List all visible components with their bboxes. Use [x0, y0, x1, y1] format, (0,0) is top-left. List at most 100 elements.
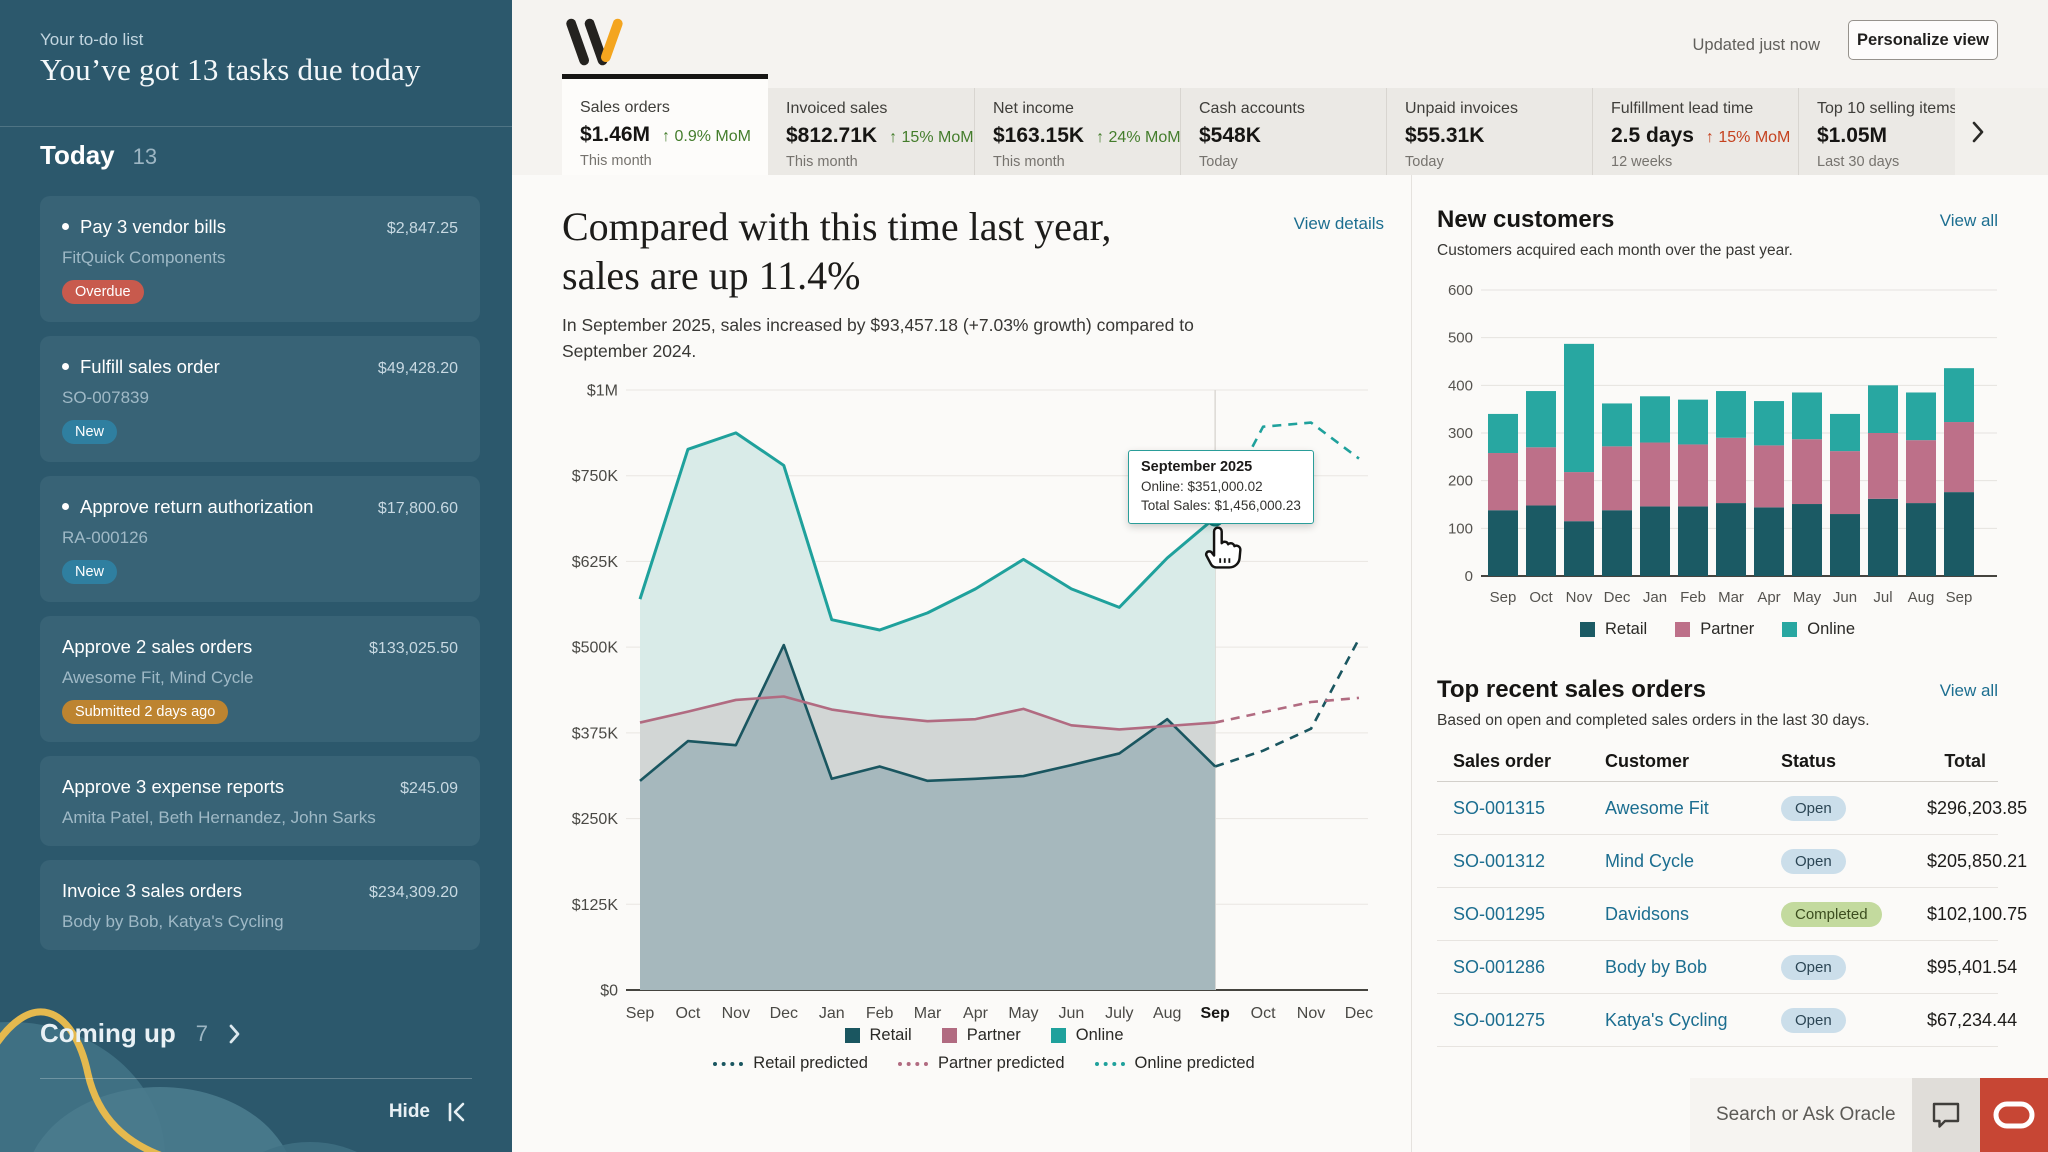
task-title: Approve 2 sales orders	[62, 636, 253, 657]
order-id-link[interactable]: SO-001295	[1453, 903, 1546, 924]
svg-text:Jun: Jun	[1058, 1005, 1084, 1022]
kpi-label: Cash accounts	[1199, 100, 1305, 117]
table-row-so-001295[interactable]: SO-001295 Davidsons Completed $102,100.75	[1437, 888, 2027, 941]
status-pill: Open	[1781, 954, 1846, 980]
oracle-logo-button[interactable]	[1980, 1078, 2048, 1152]
oracle-search-bar: Search or Ask Oracle	[1690, 1078, 2048, 1152]
order-total: $205,850.21	[1927, 850, 2028, 871]
orders-table-header: Sales order Customer Status Total	[1437, 742, 1998, 782]
kpi-tile-sales-orders[interactable]: Sales orders $1.46M ↑ 0.9% MoM This month	[562, 74, 768, 175]
svg-text:Nov: Nov	[1297, 1005, 1325, 1022]
kpi-value: $1.05M	[1817, 124, 1888, 147]
svg-text:Jun: Jun	[1833, 589, 1857, 606]
hide-panel-button[interactable]: Hide	[389, 1100, 468, 1124]
chat-button[interactable]	[1912, 1078, 1980, 1152]
order-total: $102,100.75	[1927, 903, 2028, 924]
kpi-tile-net-income[interactable]: Net income $163.15K ↑ 24% MoM This month	[974, 88, 1180, 175]
customer-link[interactable]: Awesome Fit	[1605, 797, 1709, 818]
legend-label: Retail	[869, 1026, 912, 1044]
svg-text:Apr: Apr	[963, 1005, 989, 1022]
svg-text:$250K: $250K	[572, 811, 619, 828]
column-sales-order: Sales order	[1453, 751, 1552, 771]
new-customers-subtitle: Customers acquired each month over the p…	[1437, 242, 1793, 259]
task-title-row: Approve 3 expense reports $245.09	[62, 776, 458, 798]
legend-item-retail-predicted: Retail predicted	[713, 1054, 868, 1073]
kpi-delta: ↑ 15% MoM	[1705, 129, 1791, 146]
task-card-approve-2-sales-orders[interactable]: Approve 2 sales orders $133,025.50 Awesome…	[40, 616, 480, 742]
oracle-logo-icon	[1993, 1101, 2035, 1129]
search-input[interactable]: Search or Ask Oracle	[1690, 1078, 1912, 1152]
task-amount: $245.09	[400, 780, 458, 797]
todo-headline: You’ve got 13 tasks due today	[40, 52, 421, 87]
customer-link[interactable]: Katya's Cycling	[1605, 1009, 1728, 1030]
kpi-strip: Sales orders $1.46M ↑ 0.9% MoM This month In…	[562, 74, 1955, 175]
kpi-delta: ↑ 0.9% MoM	[662, 128, 751, 145]
kpi-scroll-right-button[interactable]	[1955, 88, 2048, 175]
legend-label: Partner	[1700, 620, 1755, 638]
new-customers-view-all-link[interactable]: View all	[1939, 211, 1998, 230]
table-row-so-001315[interactable]: SO-001315 Awesome Fit Open $296,203.85	[1437, 782, 2027, 835]
task-card-invoice-3-sales-orders[interactable]: Invoice 3 sales orders $234,309.20 Body by…	[40, 860, 480, 950]
recent-orders-view-all-link[interactable]: View all	[1939, 681, 1998, 700]
svg-text:Mar: Mar	[914, 1005, 942, 1022]
order-id-link[interactable]: SO-001286	[1453, 956, 1546, 977]
task-card-approve-3-expense-reports[interactable]: Approve 3 expense reports $245.09 Amita Pa…	[40, 756, 480, 846]
task-subtitle: Amita Patel, Beth Hernandez, John Sarks	[62, 808, 376, 827]
customer-link[interactable]: Davidsons	[1605, 903, 1690, 924]
customer-link[interactable]: Body by Bob	[1605, 956, 1708, 977]
legend-label: Partner predicted	[937, 1054, 1065, 1072]
svg-text:400: 400	[1448, 377, 1473, 394]
tooltip-online-value: Online: $351,000.02	[1141, 479, 1263, 494]
kpi-value: $1.46M	[580, 123, 651, 146]
personalize-view-button[interactable]: Personalize view	[1848, 20, 1998, 60]
order-id-link[interactable]: SO-001315	[1453, 797, 1546, 818]
table-row-so-001286[interactable]: SO-001286 Body by Bob Open $95,401.54	[1437, 941, 2017, 994]
view-details-link[interactable]: View details	[1293, 214, 1384, 233]
task-subtitle: FitQuick Components	[62, 248, 226, 267]
status-pill: Completed	[1781, 901, 1882, 927]
kpi-value-row: $163.15K ↑ 24% MoM	[993, 124, 1180, 148]
svg-text:Sep: Sep	[626, 1005, 655, 1022]
kpi-tile-cash-accounts[interactable]: Cash accounts $548K Today	[1180, 88, 1386, 175]
kpi-tile-top-10-selling-items[interactable]: Top 10 selling items $1.05M Last 30 days	[1798, 88, 1955, 175]
kpi-tile-unpaid-invoices[interactable]: Unpaid invoices $55.31K Today	[1386, 88, 1592, 175]
task-subtitle: SO-007839	[62, 388, 149, 407]
chart-tooltip: September 2025 Online: $351,000.02 Total…	[1128, 450, 1314, 524]
table-row-so-001312[interactable]: SO-001312 Mind Cycle Open $205,850.21	[1437, 835, 2027, 888]
task-subtitle: RA-000126	[62, 528, 149, 547]
coming-up-section[interactable]: Coming up 7	[40, 1018, 241, 1049]
svg-text:Jul: Jul	[1873, 589, 1892, 606]
order-total: $95,401.54	[1927, 956, 2018, 977]
status-pill: Open	[1781, 1007, 1846, 1033]
today-heading: Today	[40, 140, 115, 170]
task-card-fulfill-sales-order[interactable]: Fulfill sales order $49,428.20 SO-007839 Ne…	[40, 336, 480, 462]
order-id-link[interactable]: SO-001312	[1453, 850, 1546, 871]
task-card-approve-return-authorization[interactable]: Approve return authorization $17,800.60 RA…	[40, 476, 480, 602]
svg-text:200: 200	[1448, 473, 1473, 490]
order-id-link[interactable]: SO-001275	[1453, 1009, 1546, 1030]
customer-link[interactable]: Mind Cycle	[1605, 850, 1695, 871]
task-title-row: Fulfill sales order $49,428.20	[62, 356, 458, 378]
kpi-value: $812.71K	[786, 124, 878, 147]
status-cell: Open	[1781, 795, 1927, 821]
column-total: Total	[1944, 751, 1986, 771]
status-cell: Open	[1781, 1007, 1927, 1033]
kpi-tile-invoiced-sales[interactable]: Invoiced sales $812.71K ↑ 15% MoM This mont…	[768, 88, 974, 175]
svg-text:100: 100	[1448, 520, 1473, 537]
column-customer: Customer	[1605, 751, 1690, 771]
table-row-so-001275[interactable]: SO-001275 Katya's Cycling Open $67,234.44	[1437, 994, 2017, 1047]
kpi-caption: This month	[786, 154, 858, 170]
task-card-pay-3-vendor-bills[interactable]: Pay 3 vendor bills $2,847.25 FitQuick Comp…	[40, 196, 480, 322]
sales-comparison-chart[interactable]: $1M $750K $625K $500K $375K $250K $125K $0 Sep Oc…	[560, 372, 1408, 1032]
legend-label: Partner	[966, 1026, 1021, 1044]
kpi-caption: This month	[993, 154, 1065, 170]
legend-swatch	[844, 1028, 860, 1043]
kpi-tile-fulfillment-lead-time[interactable]: Fulfillment lead time 2.5 days ↑ 15% MoM 12…	[1592, 88, 1798, 175]
chat-bubble-icon	[1932, 1102, 1960, 1128]
task-subtitle: Awesome Fit, Mind Cycle	[62, 668, 254, 687]
today-count-badge: 13	[132, 144, 158, 169]
svg-text:May: May	[1008, 1005, 1038, 1022]
new-customers-chart[interactable]: 600 500 400 300 200 100 0 Sep Oct Nov Dec Jan Feb Mar…	[1437, 268, 2012, 608]
chevron-right-icon[interactable]	[228, 1023, 241, 1045]
